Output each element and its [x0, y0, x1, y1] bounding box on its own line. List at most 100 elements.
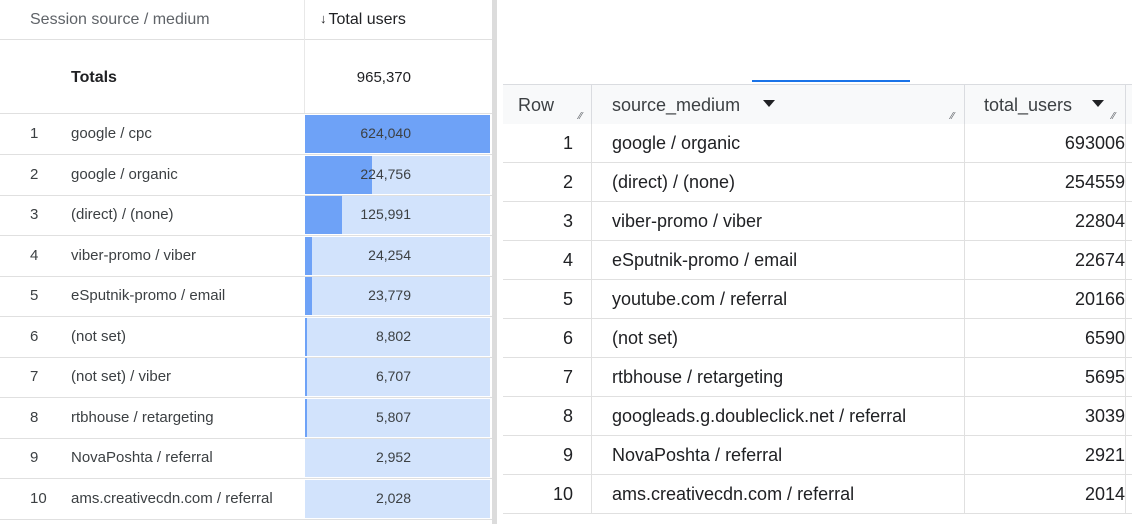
- total-users-cell: 8,802: [305, 317, 490, 356]
- source-medium-cell[interactable]: viber-promo / viber: [71, 246, 197, 264]
- source-medium-cell[interactable]: youtube.com / referral: [612, 289, 788, 309]
- total-users-cell[interactable]: 3039: [1084, 406, 1125, 426]
- value-bar: [305, 317, 307, 356]
- source-medium-cell[interactable]: google / organic: [612, 133, 741, 153]
- ga-report-table: Session source / medium ↓ Total users Tot…: [0, 0, 492, 524]
- column-separator: [591, 163, 592, 201]
- source-medium-cell[interactable]: (direct) / (none): [612, 172, 736, 192]
- table-row[interactable]: 10 ams.creativecdn.com / referral 2014: [503, 475, 1132, 514]
- column-separator: [964, 85, 965, 125]
- column-separator: [591, 280, 592, 318]
- total-users-cell: 23,779: [305, 277, 490, 315]
- table-row[interactable]: 2 google / organic 224,756: [0, 155, 492, 196]
- total-users-cell[interactable]: 693006: [1064, 133, 1125, 153]
- source-medium-cell[interactable]: NovaPoshta / referral: [71, 449, 213, 466]
- total-users-value: 5,807: [375, 408, 411, 425]
- source-medium-cell[interactable]: rtbhouse / retargeting: [71, 408, 214, 426]
- value-bar: [305, 155, 372, 194]
- table-row[interactable]: 9 NovaPoshta / referral 2921: [503, 436, 1132, 475]
- table-row[interactable]: 7 (not set) / viber 6,707: [0, 357, 492, 398]
- total-users-cell[interactable]: 6590: [1084, 328, 1125, 348]
- source-medium-cell[interactable]: (direct) / (none): [71, 206, 174, 223]
- source-medium-cell[interactable]: rtbhouse / retargeting: [612, 367, 784, 387]
- row-number: 4: [562, 250, 573, 270]
- table-row[interactable]: 10 ams.creativecdn.com / referral 2,028: [0, 479, 492, 520]
- value-bar: [305, 358, 307, 396]
- column-separator: [591, 319, 592, 357]
- total-users-column-header[interactable]: ↓ Total users: [320, 11, 406, 29]
- table-row[interactable]: 2 (direct) / (none) 254559: [503, 163, 1132, 202]
- source-medium-cell[interactable]: google / cpc: [71, 125, 152, 142]
- column-resize-icon[interactable]: ⁄⁄: [579, 111, 583, 122]
- table-row[interactable]: 4 viber-promo / viber 24,254: [0, 236, 492, 277]
- source-medium-cell[interactable]: ams.creativecdn.com / referral: [71, 489, 273, 507]
- source-medium-cell[interactable]: eSputnik-promo / email: [612, 250, 798, 270]
- table-row[interactable]: 3 (direct) / (none) 125,991: [0, 195, 492, 236]
- row-index: 6: [30, 327, 39, 345]
- sort-descending-icon[interactable]: ↓: [320, 11, 327, 26]
- source-medium-cell[interactable]: ams.creativecdn.com / referral: [612, 484, 855, 504]
- source-medium-cell[interactable]: (not set): [612, 328, 679, 348]
- column-resize-icon[interactable]: ⁄⁄: [1112, 111, 1116, 122]
- value-bar: [305, 277, 313, 315]
- table-row[interactable]: 4 eSputnik-promo / email 22674: [503, 241, 1132, 280]
- totals-value: 965,370: [356, 69, 411, 86]
- source-medium-cell[interactable]: viber-promo / viber: [612, 211, 763, 231]
- column-separator: [591, 436, 592, 474]
- source-medium-cell[interactable]: (not set): [71, 327, 127, 345]
- column-separator: [1125, 475, 1126, 513]
- total-users-cell[interactable]: 2921: [1084, 445, 1125, 465]
- column-separator: [591, 358, 592, 396]
- total-users-cell[interactable]: 254559: [1064, 172, 1125, 192]
- source-medium-cell[interactable]: googleads.g.doubleclick.net / referral: [612, 406, 907, 426]
- column-separator: [964, 280, 965, 318]
- table-row[interactable]: 5 youtube.com / referral 20166: [503, 280, 1132, 319]
- row-number: 6: [562, 328, 573, 348]
- column-separator: [964, 163, 965, 201]
- total-users-cell[interactable]: 2014: [1084, 484, 1125, 504]
- column-separator: [964, 475, 965, 513]
- table-row[interactable]: 1 google / organic 693006: [503, 124, 1132, 163]
- table-row[interactable]: 9 NovaPoshta / referral 2,952: [0, 438, 492, 479]
- row-number: 5: [562, 289, 573, 309]
- total-users-value: 224,756: [360, 165, 411, 182]
- total-users-cell[interactable]: 22804: [1074, 211, 1125, 231]
- source-medium-cell[interactable]: NovaPoshta / referral: [612, 445, 783, 465]
- table-row[interactable]: 7 rtbhouse / retargeting 5695: [503, 358, 1132, 397]
- total-users-cell[interactable]: 22674: [1074, 250, 1125, 270]
- total-users-header-label: total_users: [984, 95, 1073, 115]
- column-separator: [1125, 358, 1126, 396]
- value-bar: [305, 236, 313, 275]
- table-row[interactable]: 3 viber-promo / viber 22804: [503, 202, 1132, 241]
- table-row[interactable]: 6 (not set) 6590: [503, 319, 1132, 358]
- table-row[interactable]: 1 google / cpc 624,040: [0, 114, 492, 155]
- source-medium-cell[interactable]: google / organic: [71, 165, 178, 183]
- table-row[interactable]: 8 rtbhouse / retargeting 5,807: [0, 398, 492, 439]
- source-medium-cell[interactable]: eSputnik-promo / email: [71, 287, 226, 304]
- panel-divider[interactable]: [492, 0, 497, 524]
- table-row[interactable]: 5 eSputnik-promo / email 23,779: [0, 276, 492, 317]
- source-medium-column-header[interactable]: source_medium ⁄⁄: [592, 85, 964, 125]
- total-users-column-header[interactable]: total_users ⁄⁄: [965, 85, 1125, 125]
- total-users-cell[interactable]: 5695: [1084, 367, 1125, 387]
- row-index: 1: [30, 125, 39, 142]
- column-separator: [591, 397, 592, 435]
- total-users-value: 8,802: [375, 327, 411, 344]
- total-users-cell[interactable]: 20166: [1074, 289, 1125, 309]
- chevron-down-icon[interactable]: [763, 100, 775, 107]
- totals-row: Totals 965,370: [0, 40, 492, 114]
- source-medium-header-label: source_medium: [612, 95, 741, 115]
- row-column-header[interactable]: Row ⁄⁄: [503, 85, 591, 125]
- column-separator: [964, 397, 965, 435]
- table-row[interactable]: 8 googleads.g.doubleclick.net / referral 3…: [503, 397, 1132, 436]
- total-users-value: 2,028: [375, 489, 411, 506]
- column-separator: [964, 241, 965, 279]
- chevron-down-icon[interactable]: [1092, 100, 1104, 107]
- column-separator: [591, 241, 592, 279]
- source-medium-cell[interactable]: (not set) / viber: [71, 368, 172, 385]
- column-separator: [1125, 241, 1126, 279]
- dimension-column-header[interactable]: Session source / medium: [30, 11, 210, 28]
- total-users-value: 2,952: [375, 449, 411, 465]
- column-resize-icon[interactable]: ⁄⁄: [951, 111, 955, 122]
- table-row[interactable]: 6 (not set) 8,802: [0, 317, 492, 358]
